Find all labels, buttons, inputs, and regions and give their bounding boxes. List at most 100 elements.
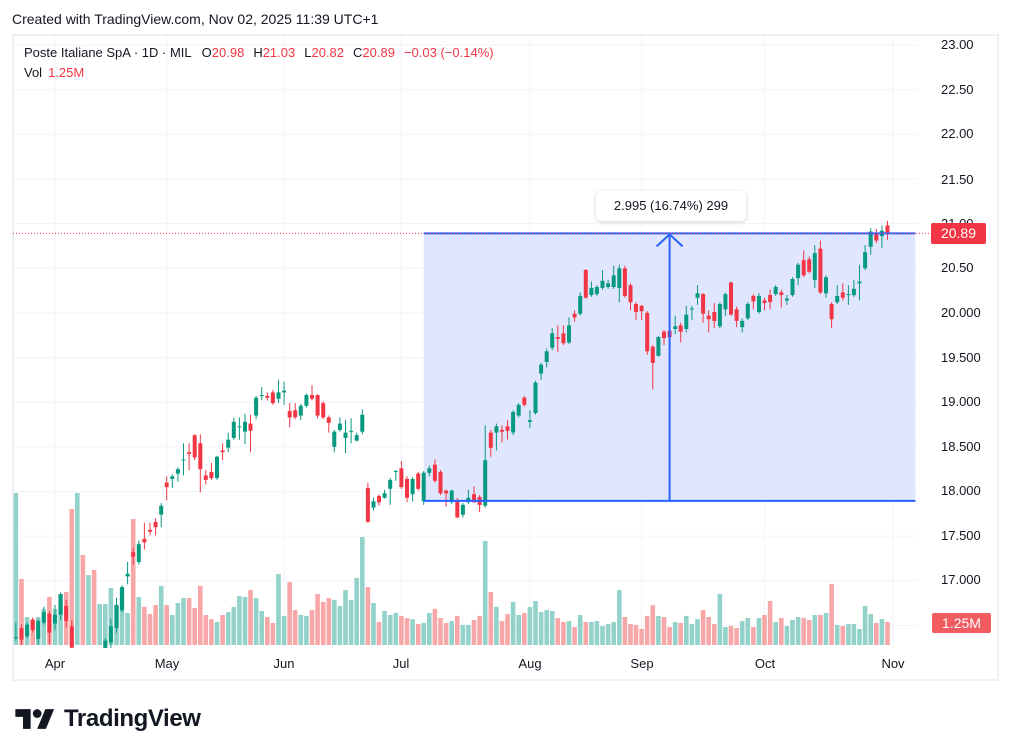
candle xyxy=(807,256,812,274)
volume-bar xyxy=(784,626,790,645)
volume-bar xyxy=(404,618,410,645)
candle-body xyxy=(114,604,119,629)
price-tick-label: 22.50 xyxy=(941,82,974,97)
candle-body xyxy=(801,260,806,276)
candle xyxy=(310,385,314,401)
candle xyxy=(857,264,862,301)
candle-body xyxy=(388,479,393,489)
candle xyxy=(885,220,890,240)
volume-bar xyxy=(103,604,108,645)
volume-bar xyxy=(421,622,426,645)
candle-body xyxy=(561,333,566,344)
candle xyxy=(209,462,214,480)
candle-body xyxy=(148,529,152,532)
volume-bar xyxy=(158,585,164,645)
volume-bar xyxy=(365,587,371,645)
volume-bar xyxy=(840,626,846,645)
volume-bar xyxy=(751,627,756,645)
volume-bar xyxy=(214,622,220,645)
price-range-label[interactable]: 2.995 (16.74%) 299 xyxy=(596,191,746,221)
volume-bar xyxy=(153,605,158,645)
candle-body xyxy=(824,277,828,294)
volume-badge: 1.25M xyxy=(932,613,991,633)
candle xyxy=(539,362,544,380)
candle xyxy=(120,585,124,613)
volume-bar xyxy=(287,582,292,645)
volume-bar xyxy=(259,611,264,645)
candle xyxy=(365,482,370,523)
time-tick-label: Sep xyxy=(630,656,654,671)
candle xyxy=(315,394,320,419)
time-axis[interactable]: Apr May Jun Jul Aug Sep Oct Nov xyxy=(13,648,918,680)
candle xyxy=(757,293,761,314)
candle xyxy=(762,297,767,311)
candle xyxy=(343,420,348,454)
candle xyxy=(108,619,113,648)
candle xyxy=(226,432,231,453)
volume-bar xyxy=(387,615,393,645)
time-tick-label: May xyxy=(154,656,180,671)
volume-bar xyxy=(566,621,572,645)
volume-bar xyxy=(812,615,818,645)
volume-bar xyxy=(203,615,209,645)
symbol-title[interactable]: Poste Italiane SpA · 1D · MIL xyxy=(24,45,192,60)
volume-bar xyxy=(628,624,633,645)
candle xyxy=(745,302,750,320)
volume-bar xyxy=(712,624,717,645)
candle-body xyxy=(544,351,549,362)
candle xyxy=(410,477,415,502)
candle xyxy=(377,494,381,506)
volume-bar xyxy=(605,624,611,645)
candle xyxy=(175,467,180,482)
volume-bar xyxy=(600,626,605,645)
candle-body xyxy=(69,626,74,648)
candle xyxy=(293,403,298,420)
candle-body xyxy=(19,628,24,640)
volume-bar xyxy=(851,624,857,645)
close-label: C xyxy=(353,45,363,60)
open-label: O xyxy=(201,45,212,60)
volume-bar xyxy=(13,493,19,645)
price-tick-label: 19.500 xyxy=(941,350,981,365)
candle-body xyxy=(656,337,661,356)
candle xyxy=(114,597,119,633)
candle xyxy=(125,562,130,585)
tradingview-logo[interactable]: TradingView xyxy=(14,704,201,734)
candle xyxy=(639,304,644,320)
candle-body xyxy=(103,640,108,648)
volume-series xyxy=(13,493,890,645)
candle-body xyxy=(410,479,415,495)
candle xyxy=(695,285,700,305)
candle-body xyxy=(254,397,259,416)
volume-bar xyxy=(231,606,237,645)
volume-bar xyxy=(823,613,829,645)
candle xyxy=(388,478,393,505)
candle xyxy=(444,489,449,507)
candle xyxy=(729,281,733,316)
candle xyxy=(561,325,566,345)
candle-body xyxy=(885,225,890,234)
candle-body xyxy=(220,450,225,453)
candle-body xyxy=(790,279,795,296)
candle-body xyxy=(41,612,46,623)
volume-bar xyxy=(142,606,147,645)
candle xyxy=(47,611,52,645)
candle-body xyxy=(215,456,219,479)
candle-body xyxy=(237,426,242,428)
candle-body xyxy=(874,233,879,241)
volume-bar xyxy=(304,615,309,645)
candle xyxy=(58,592,63,621)
volume-bar xyxy=(862,606,868,645)
candle-body xyxy=(829,304,834,320)
candle-body xyxy=(695,293,700,298)
candle-body xyxy=(639,305,644,312)
volume-label[interactable]: Vol xyxy=(24,65,43,80)
candle-body xyxy=(555,337,560,339)
price-axis[interactable]: 23.00 22.50 22.00 21.50 21.00 20.50 20.0… xyxy=(918,35,997,648)
candle-body xyxy=(472,494,476,503)
candle-body xyxy=(751,295,756,302)
volume-bar xyxy=(684,615,689,645)
candle xyxy=(304,393,309,408)
price-tick-label: 20.000 xyxy=(941,305,981,320)
